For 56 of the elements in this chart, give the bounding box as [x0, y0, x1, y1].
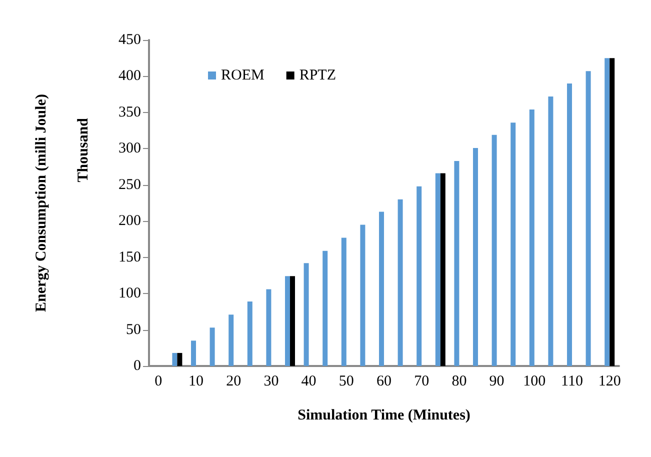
bar [285, 276, 290, 366]
bar [529, 110, 534, 366]
bar [492, 134, 497, 366]
y-tick-label: 300 [118, 140, 141, 157]
bar [454, 160, 460, 366]
x-tick-label: 40 [301, 374, 316, 390]
bar [228, 314, 234, 366]
x-tick-label: 60 [376, 374, 392, 390]
x-axis-title: Simulation Time (Minutes) [298, 408, 470, 424]
y-tick-label: 350 [118, 104, 141, 120]
x-tick-label: 20 [226, 374, 242, 390]
bar [567, 83, 572, 366]
x-tick-label: 90 [489, 374, 504, 390]
y-tick-label: 50 [126, 322, 141, 338]
bar [440, 173, 446, 366]
legend-label: RPTZ [299, 68, 336, 84]
bar [416, 186, 422, 366]
bar [172, 352, 178, 366]
y-tick-label: 0 [134, 358, 141, 374]
x-tick-label: 10 [188, 374, 204, 390]
y-tick-label: 250 [118, 176, 141, 193]
bar [435, 173, 440, 366]
bar [191, 340, 196, 366]
bar [586, 71, 591, 366]
bar [322, 250, 328, 366]
legend-label: ROEM [221, 68, 264, 84]
x-tick-label: 70 [414, 374, 430, 390]
bar [510, 122, 516, 366]
bar [360, 224, 366, 366]
y-tick-label: 400 [118, 68, 141, 84]
y-tick-label: 100 [118, 286, 141, 302]
bar [247, 302, 252, 366]
bar [379, 212, 384, 366]
bar [473, 148, 478, 366]
x-tick-label: 100 [523, 374, 546, 390]
x-tick-label: 30 [264, 374, 279, 390]
bar [610, 58, 615, 366]
bar [398, 199, 403, 366]
bar [266, 289, 272, 366]
bar [341, 238, 346, 366]
x-tick-label: 0 [154, 374, 162, 390]
x-tick-label: 120 [598, 374, 621, 390]
text: Thousand [76, 117, 92, 182]
y-tick-label: 450 [118, 32, 141, 48]
y-tick-label: 150 [118, 249, 141, 266]
bar [177, 352, 182, 366]
bar [290, 276, 295, 366]
bar [304, 263, 309, 366]
bar [210, 328, 215, 366]
bar [604, 58, 610, 366]
y-axis-title: Energy Consumption (milli Joule) [34, 94, 50, 312]
bar [548, 96, 554, 366]
x-tick-label: 110 [561, 374, 583, 390]
y-tick-label: 200 [118, 213, 141, 230]
x-tick-label: 80 [452, 374, 467, 390]
x-tick-label: 50 [338, 374, 354, 390]
